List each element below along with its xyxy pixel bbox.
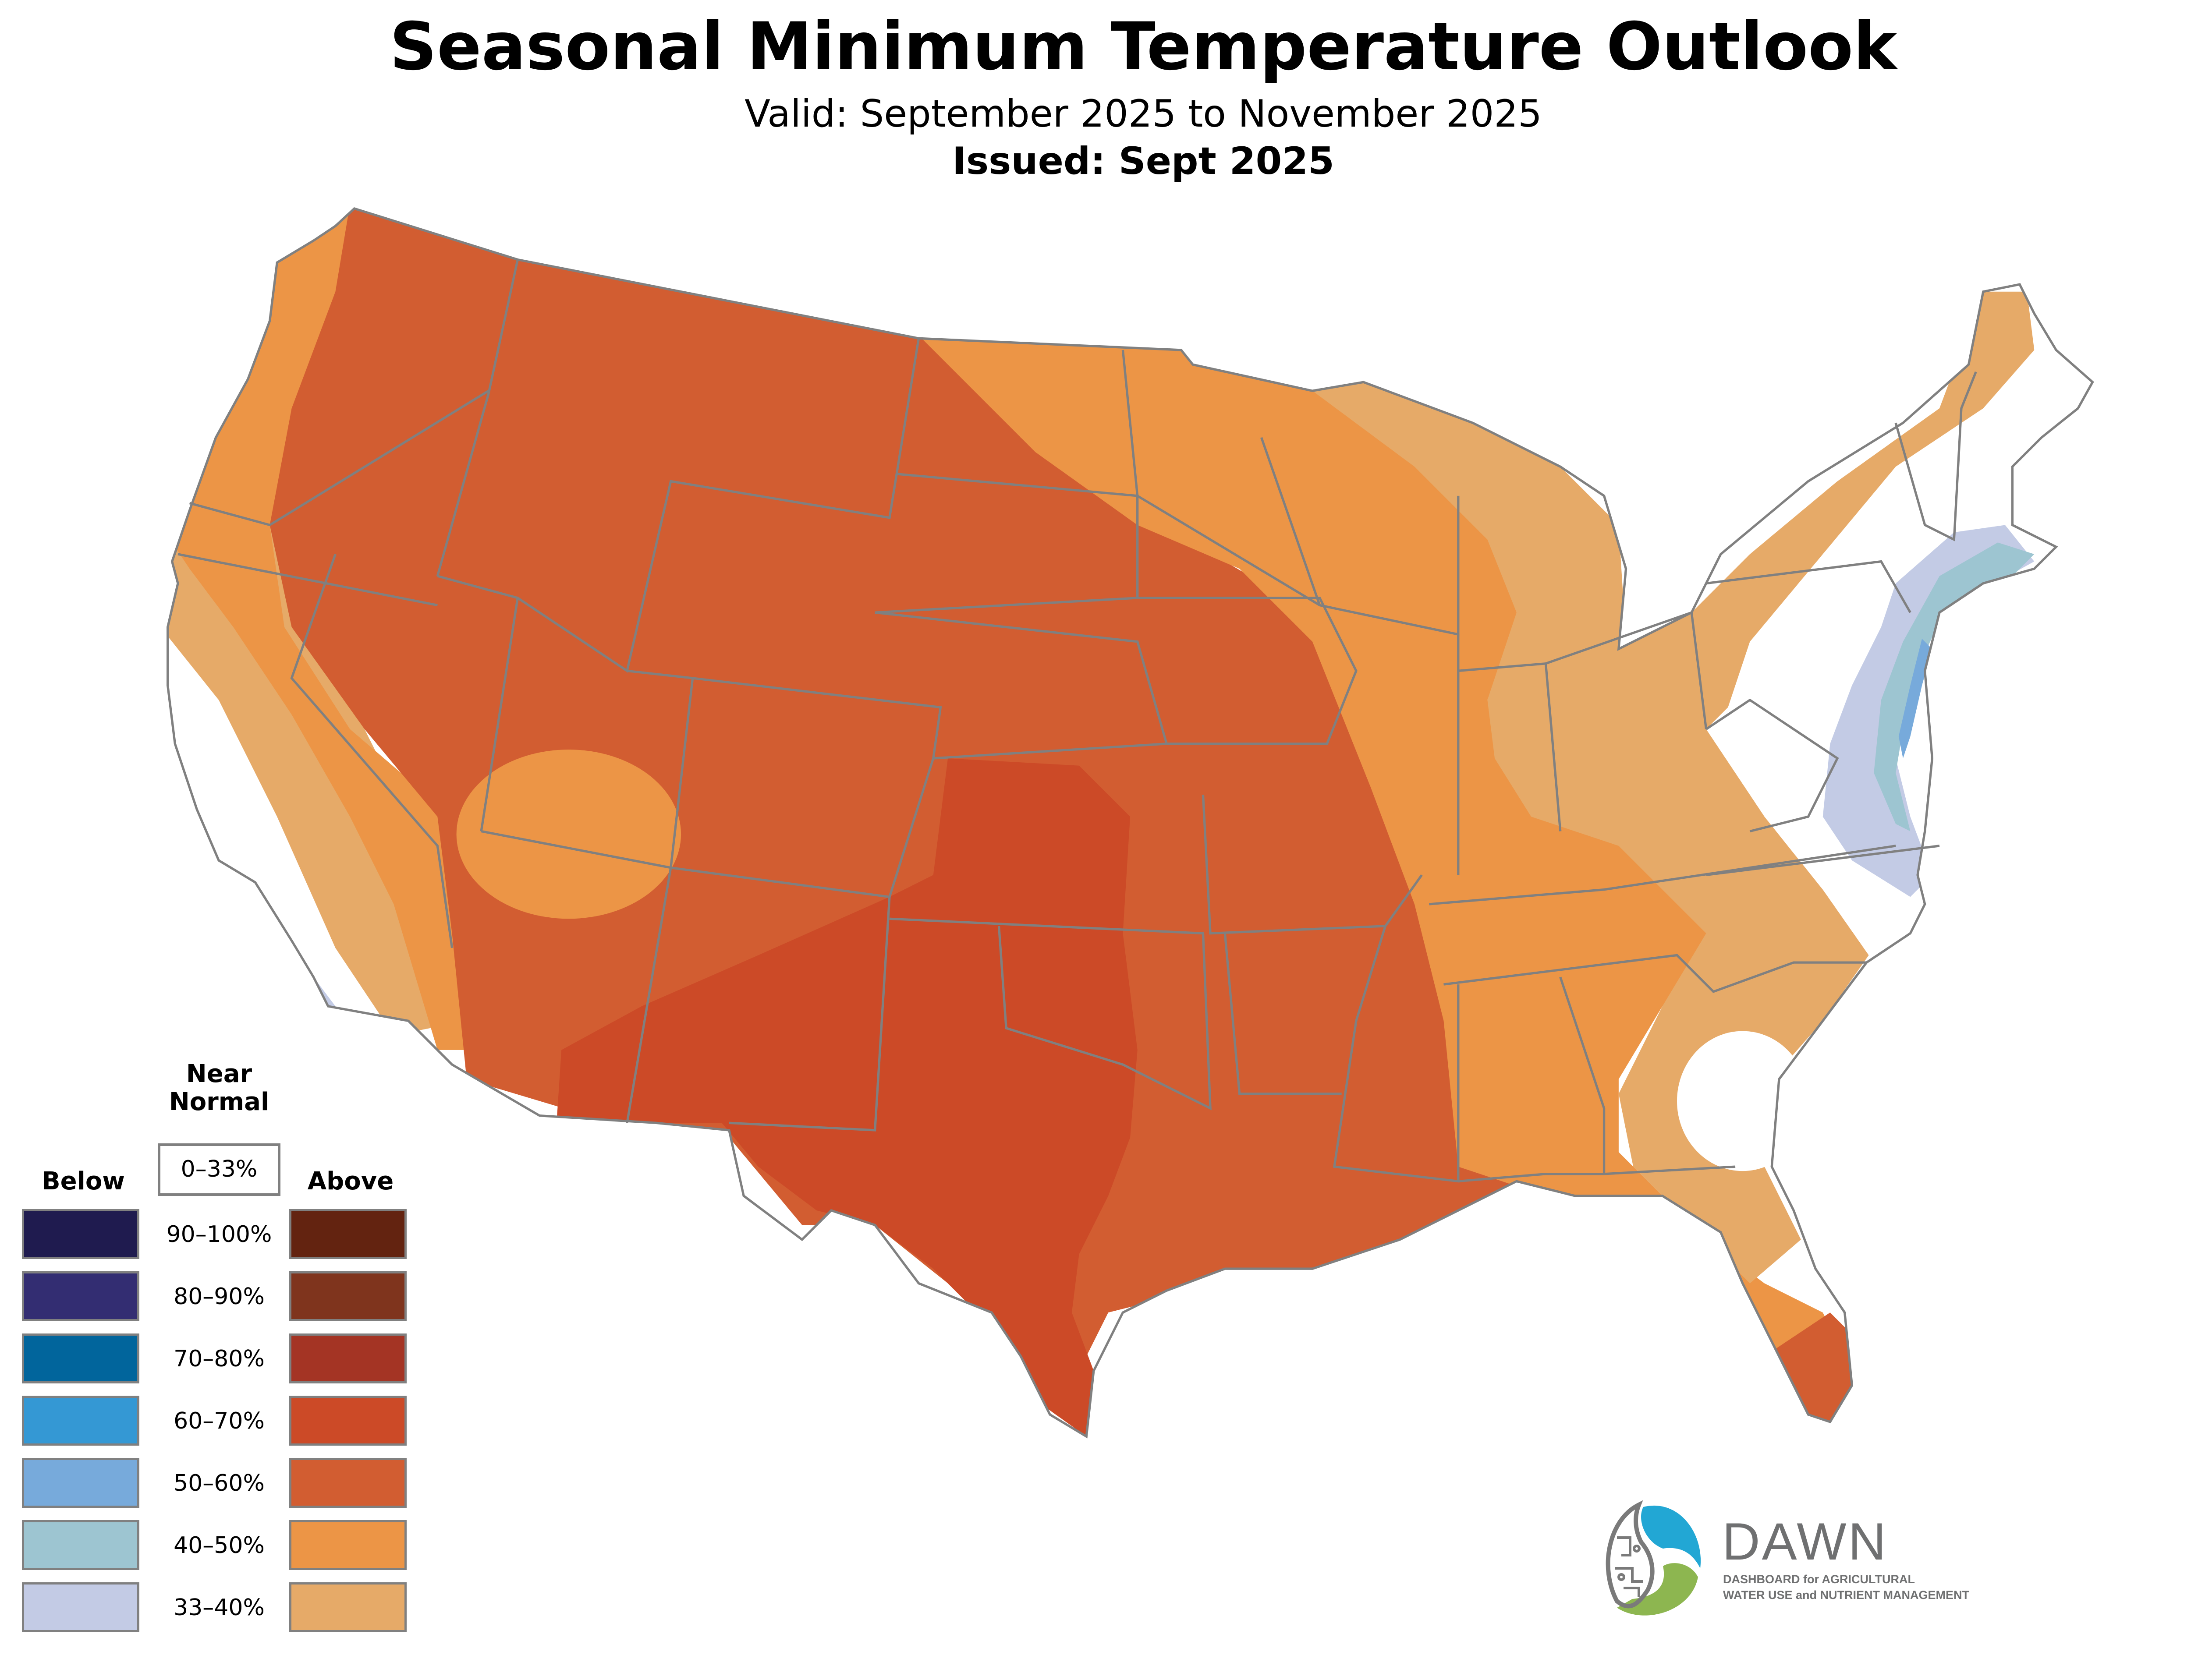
legend-swatch-below <box>22 1271 139 1321</box>
legend-swatch-below <box>22 1333 139 1383</box>
border-ok-tx <box>889 917 1212 1111</box>
border-mo-ar <box>1202 795 1423 935</box>
valid-period: Valid: September 2025 to November 2025 <box>745 92 1542 136</box>
conus-outline <box>167 207 2094 1439</box>
border-ky-tn <box>1429 845 1896 905</box>
border-wi-il <box>1260 437 1460 636</box>
above-33-40-great-lakes-southeast <box>1312 291 2035 1284</box>
border-in-oh <box>1458 662 1562 831</box>
border-ny-vt-nh <box>1894 371 1977 541</box>
dawn-tagline-2: WATER USE and NUTRIENT MANAGEMENT <box>1723 1588 1969 1602</box>
border-va-nc <box>1706 845 1940 877</box>
above-33-40-west-coast <box>167 510 467 1036</box>
legend-normal-label: Normal <box>169 1088 269 1116</box>
legend-range-label: 60–70% <box>174 1408 265 1434</box>
legend-swatch-above <box>289 1209 407 1259</box>
above-40-50-four-corners <box>456 750 681 919</box>
border-or-ca-nv <box>177 553 438 607</box>
border-nm-tx <box>729 897 891 1132</box>
border-mt-wy-id <box>437 338 920 673</box>
border-nv-ut <box>480 598 519 831</box>
legend-range-label: 50–60% <box>174 1470 265 1496</box>
legend-swatch-above <box>289 1271 407 1321</box>
border-wa-or <box>189 389 489 527</box>
border-oh-pa <box>1545 611 1708 729</box>
border-ms-al <box>1333 926 1460 1183</box>
border-id-mt <box>436 259 519 577</box>
legend-swatch-below <box>22 1209 139 1259</box>
border-dakotas <box>875 473 1139 614</box>
issued-date: Issued: Sept 2025 <box>952 139 1335 183</box>
legend-range-label: 70–80% <box>174 1346 265 1372</box>
legend-near-label: Near <box>186 1060 252 1088</box>
below-40-50-northeast-coast <box>1874 542 2035 831</box>
border-pa-ny <box>1706 560 1911 613</box>
legend-range-label: 90–100% <box>166 1221 272 1248</box>
legend-swatch-below <box>22 1396 139 1446</box>
border-tn-ga <box>1443 954 1867 993</box>
legend-swatch-below <box>22 1458 139 1508</box>
border-ia-mo <box>1137 597 1358 745</box>
below-50-60-nj-delmarva <box>1898 639 1932 759</box>
border-ca-nv <box>290 554 454 948</box>
state-borders <box>167 207 2094 1439</box>
dawn-logo: DAWN DASHBOARD for AGRICULTURAL WATER US… <box>1591 1494 2029 1625</box>
legend-swatch-above <box>289 1396 407 1446</box>
dawn-tagline-1: DASHBOARD for AGRICULTURAL <box>1723 1573 1915 1586</box>
above-40-50-west-coast <box>167 209 482 1050</box>
border-ga-fl <box>1458 1165 1736 1183</box>
legend-swatch-below <box>22 1520 139 1570</box>
dawn-logo-icon <box>1599 1500 1705 1619</box>
near-normal-southeast-coast <box>1677 1031 1808 1171</box>
page-title: Seasonal Minimum Temperature Outlook <box>390 9 1897 85</box>
border-wv-va <box>1705 698 1839 833</box>
legend-above-heading: Above <box>307 1167 394 1195</box>
legend-swatch-above <box>289 1458 407 1508</box>
border-az-nm <box>626 867 672 1123</box>
above-60-70-southern-plains <box>557 758 1138 1437</box>
border-ut-co <box>481 669 694 869</box>
legend-near-normal-swatch: 0–33% <box>158 1143 280 1196</box>
legend-swatch-above <box>289 1520 407 1570</box>
legend-range-label: 80–90% <box>174 1284 265 1310</box>
legend-swatch-above <box>289 1582 407 1632</box>
legend-swatch-above <box>289 1333 407 1383</box>
legend-range-label: 33–40% <box>174 1595 265 1621</box>
legend-near-normal-heading: Near Normal <box>158 1060 280 1116</box>
legend-range-label: 40–50% <box>174 1532 265 1559</box>
dawn-wordmark: DAWN <box>1722 1512 1888 1571</box>
above-40-50-midwest-southeast <box>918 335 1845 1429</box>
border-ar-la <box>1223 933 1342 1095</box>
border-mn-ia <box>1121 350 1321 606</box>
near-normal-mid-atlantic <box>1706 539 1925 963</box>
border-ne-ks <box>875 611 1168 760</box>
below-33-40-northeast-coast <box>1822 525 2035 897</box>
legend-swatch-below <box>22 1582 139 1632</box>
border-al-ga <box>1559 976 1606 1174</box>
legend-below-heading: Below <box>41 1167 125 1195</box>
